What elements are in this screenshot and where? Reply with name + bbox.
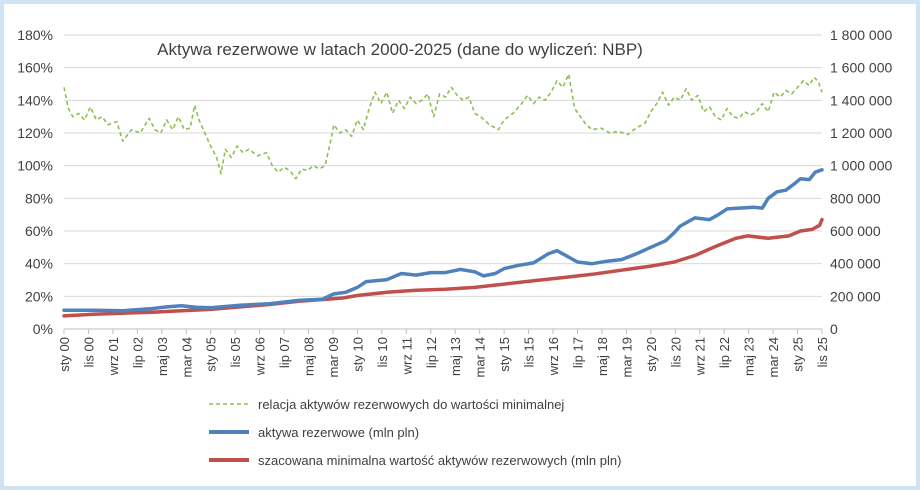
- x-tick-label: lis 00: [81, 337, 96, 367]
- right-tick-label: 1 600 000: [830, 60, 892, 76]
- x-tick-label: wrz 16: [546, 337, 561, 376]
- x-tick-label: lis 20: [668, 337, 683, 367]
- x-tick-label: lis 15: [522, 337, 537, 367]
- x-tick-label: wrz 21: [693, 337, 708, 376]
- series-line-3: [62, 217, 824, 318]
- x-tick-label: maj 13: [448, 337, 463, 376]
- x-tick-label: sty 20: [644, 337, 659, 372]
- right-tick-label: 1 400 000: [830, 92, 892, 108]
- legend-label: szacowana minimalna wartość aktywów reze…: [258, 453, 621, 468]
- legend-label: aktywa rezerwowe (mln pln): [258, 425, 419, 440]
- right-tick-label: 0: [830, 321, 838, 337]
- left-tick-label: 140%: [17, 92, 53, 108]
- x-tick-label: sty 00: [57, 337, 72, 372]
- x-tick-label: lip 17: [570, 337, 585, 368]
- x-tick-label: sty 25: [791, 337, 806, 372]
- chart-title: Aktywa rezerwowe w latach 2000-2025 (dan…: [157, 40, 643, 59]
- x-tick-label: maj 03: [155, 337, 170, 376]
- x-tick-label: mar 09: [326, 337, 341, 377]
- left-tick-label: 0%: [33, 321, 53, 337]
- x-tick-label: maj 23: [742, 337, 757, 376]
- x-tick-label: mar 04: [179, 337, 194, 377]
- left-tick-label: 160%: [17, 60, 53, 76]
- x-tick-label: sty 10: [350, 337, 365, 372]
- right-tick-label: 1 800 000: [830, 27, 892, 43]
- left-tick-label: 40%: [25, 256, 53, 272]
- left-tick-label: 60%: [25, 223, 53, 239]
- left-tick-label: 100%: [17, 158, 53, 174]
- series-line-1: [63, 73, 823, 180]
- x-tick-label: wrz 11: [399, 337, 414, 375]
- series-line-2: [62, 168, 824, 313]
- x-tick-label: lis 10: [375, 337, 390, 367]
- left-tick-label: 180%: [17, 27, 53, 43]
- right-tick-label: 1 200 000: [830, 125, 892, 141]
- x-tick-label: sty 15: [497, 337, 512, 372]
- x-tick-label: lis 25: [815, 337, 830, 367]
- right-tick-label: 600 000: [830, 223, 881, 239]
- right-tick-label: 400 000: [830, 256, 881, 272]
- x-tick-label: wrz 01: [106, 337, 121, 376]
- legend-label: relacja aktywów rezerwowych do wartości …: [258, 397, 564, 412]
- line-chart: Aktywa rezerwowe w latach 2000-2025 (dan…: [17, 27, 892, 468]
- right-tick-label: 1 000 000: [830, 158, 892, 174]
- x-tick-label: lip 22: [717, 337, 732, 368]
- x-tick-label: lip 02: [130, 337, 145, 368]
- x-tick-label: lip 12: [424, 337, 439, 368]
- x-tick-label: mar 24: [766, 337, 781, 377]
- right-tick-label: 800 000: [830, 190, 881, 206]
- x-tick-label: maj 18: [595, 337, 610, 376]
- x-tick-label: mar 19: [619, 337, 634, 377]
- x-tick-label: wrz 06: [253, 337, 268, 376]
- x-tick-label: sty 05: [204, 337, 219, 372]
- left-tick-label: 20%: [25, 288, 53, 304]
- left-tick-label: 120%: [17, 125, 53, 141]
- left-tick-label: 80%: [25, 190, 53, 206]
- x-tick-label: mar 14: [473, 337, 488, 377]
- x-tick-label: maj 08: [302, 337, 317, 376]
- x-tick-label: lis 05: [228, 337, 243, 367]
- right-tick-label: 200 000: [830, 288, 881, 304]
- x-tick-label: lip 07: [277, 337, 292, 368]
